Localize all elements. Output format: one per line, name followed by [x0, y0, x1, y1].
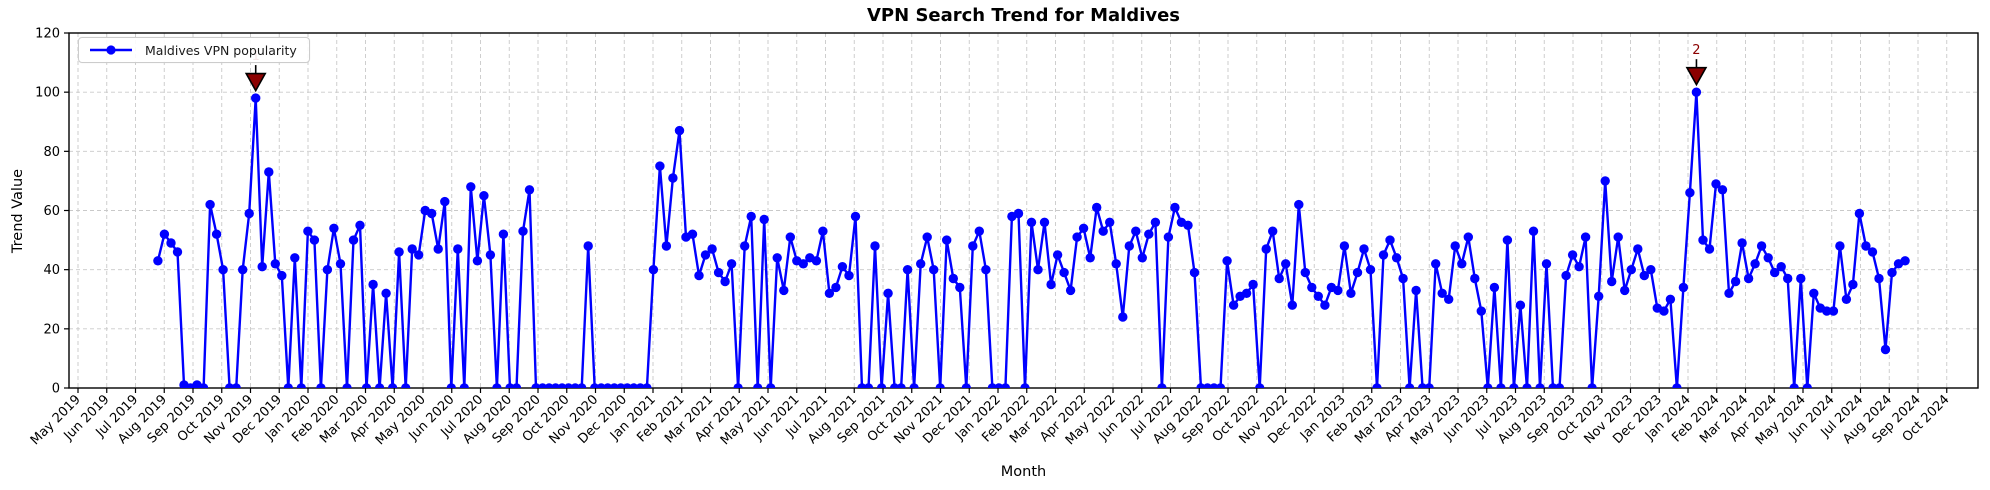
annotation-triangle-down-icon	[244, 72, 267, 93]
trend-line	[156, 90, 1907, 388]
svg-text:0: 0	[52, 382, 60, 397]
y-tick-labels: 0 20 40 60 80 100 120	[35, 27, 69, 397]
svg-text:80: 80	[43, 145, 60, 160]
legend-label: Maldives VPN popularity	[145, 42, 297, 58]
x-axis-title: Month	[1000, 464, 1047, 480]
svg-text:40: 40	[43, 263, 60, 278]
chart-title: VPN Search Trend for Maldives	[866, 5, 1181, 26]
peak-annotation-2: 2	[1685, 43, 1708, 87]
svg-text:120: 120	[35, 27, 60, 42]
annotation-label: 2	[1692, 43, 1700, 58]
legend: Maldives VPN popularity	[78, 37, 310, 63]
data-point-markers	[153, 87, 1910, 388]
legend-line-marker-icon	[90, 45, 132, 55]
annotation-triangle-down-icon	[1685, 66, 1708, 87]
svg-text:60: 60	[43, 204, 60, 219]
svg-text:100: 100	[35, 86, 60, 101]
y-axis-title: Trend Value	[10, 168, 26, 254]
svg-text:20: 20	[43, 322, 60, 337]
